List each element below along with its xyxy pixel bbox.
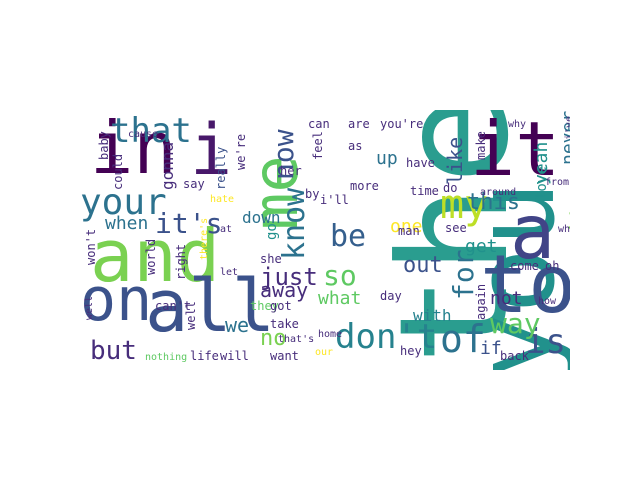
cloud-word-not: not xyxy=(490,288,523,309)
cloud-word-really: really xyxy=(214,146,228,190)
cloud-word-around: around xyxy=(480,187,517,198)
cloud-word-this: this xyxy=(467,190,520,215)
cloud-word-there-s: there's xyxy=(199,217,210,260)
cloud-word-back: back xyxy=(500,349,529,363)
cloud-word-let: let xyxy=(220,267,239,278)
cloud-word-want: want xyxy=(270,349,299,363)
cloud-word-of: of xyxy=(440,317,486,361)
cloud-word-gonna: gonna xyxy=(158,141,177,190)
cloud-word-be: be xyxy=(330,219,367,254)
cloud-word-make: make xyxy=(474,131,488,160)
cloud-word-no: no xyxy=(260,326,287,351)
cloud-word-i: i xyxy=(190,110,233,191)
cloud-word-right: right xyxy=(174,243,188,280)
cloud-word-one: one xyxy=(390,216,423,237)
cloud-word-she: she xyxy=(260,252,282,266)
cloud-word-your: your xyxy=(80,182,167,223)
cloud-word-don-t: don't xyxy=(335,317,438,357)
cloud-word-that: that xyxy=(110,111,192,151)
cloud-word-way: way xyxy=(490,307,541,340)
cloud-word-could: could xyxy=(111,153,125,190)
cloud-word-won-t: won't xyxy=(84,228,98,265)
cloud-word-nothing: nothing xyxy=(145,352,188,363)
cloud-word-what: what xyxy=(318,288,362,309)
cloud-word-we: we xyxy=(225,313,250,337)
cloud-word-in: in xyxy=(90,110,177,190)
cloud-word-as: as xyxy=(348,139,363,153)
word-cloud: the you and to a in it i me all on my your don't of is t… xyxy=(80,110,570,370)
cloud-word-again: again xyxy=(474,283,488,320)
cloud-word-time: time xyxy=(410,184,439,198)
cloud-word-see: see xyxy=(445,221,467,235)
cloud-word-away: away xyxy=(260,278,309,302)
cloud-word-my: my xyxy=(440,182,489,228)
cloud-word-have: have xyxy=(406,156,435,170)
cloud-word-so: so xyxy=(323,259,357,292)
cloud-word-life: life xyxy=(190,349,219,363)
cloud-word-will: will xyxy=(220,349,249,363)
cloud-word-out: out xyxy=(403,253,443,278)
cloud-word-can-t: can't xyxy=(155,299,192,313)
cloud-word-it: it xyxy=(470,110,561,193)
cloud-word-i-ve: i've xyxy=(564,115,570,140)
cloud-word-how: how xyxy=(538,296,557,307)
cloud-word-from: from xyxy=(545,177,570,188)
cloud-word-oh: oh xyxy=(545,259,560,273)
cloud-word-take: take xyxy=(270,317,299,331)
cloud-word-a: a xyxy=(510,188,556,276)
cloud-word-get: get xyxy=(465,236,498,257)
cloud-word-all: all xyxy=(145,264,276,348)
cloud-word-you-re: you're xyxy=(380,117,424,131)
cloud-word-our: our xyxy=(315,347,334,358)
cloud-word-like: like xyxy=(443,136,467,185)
cloud-word-at: at xyxy=(220,224,233,235)
cloud-word-who: who xyxy=(558,224,570,235)
cloud-word-say: say xyxy=(183,177,205,191)
cloud-word-by: by xyxy=(305,187,320,201)
cloud-word-it-s: it's xyxy=(155,207,223,240)
cloud-word-i-ll: i'll xyxy=(320,193,349,207)
cloud-word-can: can xyxy=(308,117,330,131)
cloud-word-is: is xyxy=(525,322,566,362)
cloud-word-well: well xyxy=(184,301,198,330)
cloud-word-they: they xyxy=(250,299,279,313)
cloud-word-come: come xyxy=(510,259,539,273)
cloud-word-are: are xyxy=(348,117,370,131)
cloud-word-on: on xyxy=(80,265,153,335)
cloud-word-her: her xyxy=(280,164,302,178)
cloud-word-feel: feel xyxy=(311,131,325,160)
cloud-word-cause: cause xyxy=(128,129,159,140)
cloud-word-that-s: that's xyxy=(278,334,315,345)
cloud-word-just: just xyxy=(260,263,318,291)
cloud-word-well: well xyxy=(84,295,95,320)
cloud-word-baby: baby xyxy=(97,131,111,160)
cloud-word-if: if xyxy=(480,338,502,359)
cloud-word-we-re: we're xyxy=(234,133,248,170)
cloud-word-home: home xyxy=(318,329,343,340)
cloud-word-with: with xyxy=(413,306,452,325)
cloud-word-when: when xyxy=(105,213,149,234)
cloud-word-and: and xyxy=(90,214,221,298)
cloud-word-to: to xyxy=(480,238,570,331)
cloud-word-day: day xyxy=(380,289,402,303)
cloud-word-hey: hey xyxy=(400,344,422,358)
cloud-word-but: but xyxy=(90,336,137,366)
cloud-word-do: do xyxy=(443,181,458,195)
cloud-word-more: more xyxy=(350,179,379,193)
cloud-word-why: why xyxy=(508,119,527,130)
cloud-word-got: got xyxy=(270,299,292,313)
cloud-word-world: world xyxy=(144,238,158,275)
cloud-word-man: man xyxy=(398,224,420,238)
cloud-word-down: down xyxy=(242,208,281,227)
cloud-word-up: up xyxy=(376,148,398,169)
cloud-word-go: go xyxy=(264,223,280,240)
cloud-word-hate: hate xyxy=(210,194,235,205)
